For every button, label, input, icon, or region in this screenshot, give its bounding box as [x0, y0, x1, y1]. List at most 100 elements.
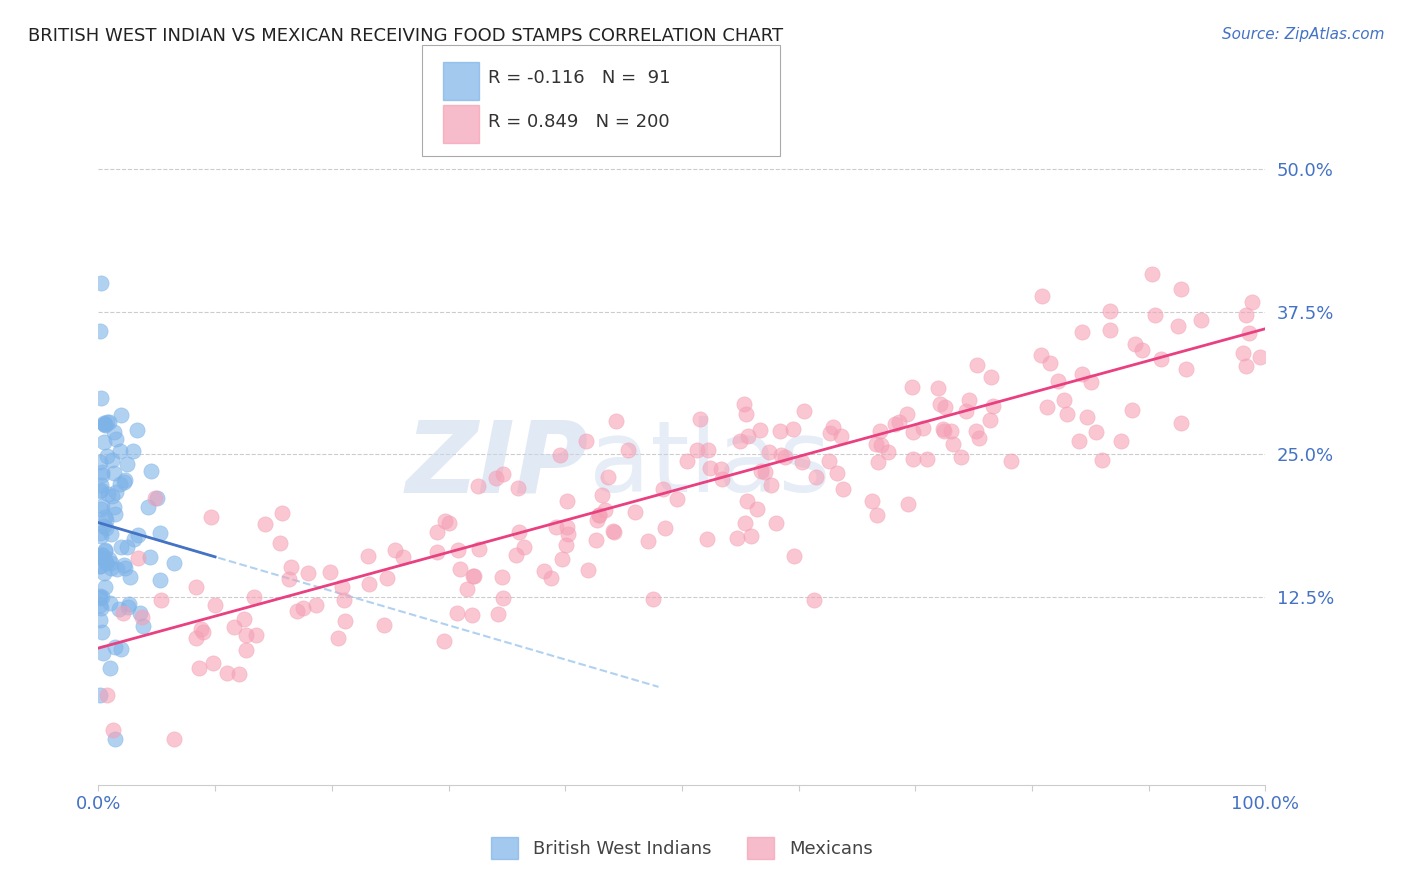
Point [911, 421, 934, 435]
Point [889, 416, 911, 430]
Point [104, 485, 127, 500]
Point [101, 723, 124, 738]
Text: BRITISH WEST INDIAN VS MEXICAN RECEIVING FOOD STAMPS CORRELATION CHART: BRITISH WEST INDIAN VS MEXICAN RECEIVING… [28, 27, 783, 45]
Point [605, 414, 627, 428]
Point [100, 557, 122, 571]
Point [725, 531, 748, 545]
Point [373, 618, 395, 632]
Point [637, 534, 659, 549]
Point [765, 516, 787, 531]
Point [1237, 326, 1260, 340]
Point [89, 591, 111, 605]
Point [131, 610, 153, 624]
Point [127, 527, 149, 541]
Point [862, 494, 884, 508]
Point [188, 661, 211, 675]
Point [118, 570, 141, 584]
Point [624, 506, 647, 520]
Point [980, 369, 1002, 384]
Point [90, 600, 112, 615]
Point [1053, 393, 1076, 408]
Point [461, 569, 484, 583]
Point [103, 466, 125, 480]
Point [865, 437, 887, 451]
Point [89, 558, 111, 573]
Point [901, 380, 924, 394]
Point [93, 519, 115, 533]
Point [804, 470, 827, 484]
Point [434, 514, 457, 528]
Point [730, 434, 752, 449]
Point [578, 563, 600, 577]
Point [967, 431, 990, 445]
Point [551, 552, 574, 566]
Point [593, 503, 616, 517]
Point [449, 561, 471, 575]
Point [955, 404, 977, 418]
Point [901, 452, 924, 467]
Point [981, 399, 1004, 413]
Point [1232, 345, 1254, 359]
Point [555, 538, 578, 552]
Legend: British West Indians, Mexicans: British West Indians, Mexicans [484, 830, 880, 866]
Point [1249, 350, 1271, 364]
Point [94, 418, 117, 433]
Point [830, 429, 852, 443]
Text: R = 0.849   N = 200: R = 0.849 N = 200 [488, 113, 669, 131]
Point [190, 622, 212, 636]
Point [897, 497, 920, 511]
Point [305, 598, 328, 612]
Point [557, 493, 579, 508]
Point [740, 529, 762, 543]
Point [790, 455, 813, 469]
Point [139, 463, 162, 477]
Point [588, 508, 610, 522]
Point [508, 524, 530, 539]
Point [733, 397, 755, 411]
Point [90, 590, 112, 604]
Point [108, 477, 131, 491]
Point [96, 450, 118, 464]
Point [1099, 323, 1122, 337]
Point [758, 445, 780, 459]
Point [1234, 308, 1257, 322]
Point [228, 667, 250, 681]
Point [950, 450, 973, 464]
Point [162, 732, 184, 747]
Point [737, 429, 759, 443]
Point [110, 408, 132, 422]
Point [245, 628, 267, 642]
Point [934, 424, 956, 438]
Point [467, 479, 489, 493]
Point [734, 407, 756, 421]
Point [96, 415, 118, 429]
Point [359, 577, 381, 591]
Point [485, 471, 508, 485]
Point [932, 422, 955, 436]
Point [942, 437, 965, 451]
Point [869, 425, 891, 439]
Point [1140, 268, 1163, 282]
Point [104, 732, 127, 747]
Point [186, 631, 208, 645]
Text: atlas: atlas [589, 417, 830, 514]
Point [91, 465, 114, 479]
Point [200, 509, 222, 524]
Point [96, 513, 118, 527]
Point [90, 500, 112, 514]
Point [463, 569, 485, 583]
Point [1091, 453, 1114, 467]
Point [555, 520, 578, 534]
Point [384, 543, 406, 558]
Point [94, 544, 117, 558]
Point [513, 540, 536, 554]
Point [544, 519, 567, 533]
Point [103, 500, 125, 514]
Point [602, 525, 624, 540]
Point [146, 491, 169, 505]
Point [602, 524, 624, 538]
Point [122, 443, 145, 458]
Point [277, 573, 299, 587]
Point [89, 613, 111, 627]
Point [1150, 351, 1173, 366]
